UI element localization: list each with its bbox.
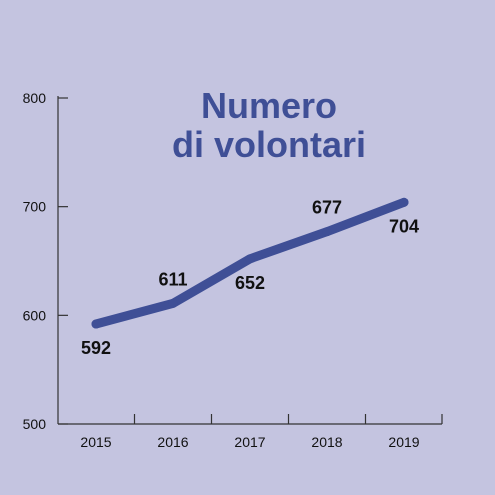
chart-title-line-1: Numero bbox=[201, 85, 337, 126]
data-label-2018: 677 bbox=[312, 198, 342, 218]
chart-title-line-2: di volontari bbox=[172, 124, 366, 165]
data-label-2016: 611 bbox=[158, 269, 187, 289]
data-label-2015: 592 bbox=[81, 338, 111, 358]
y-tick-label-700: 700 bbox=[23, 199, 47, 215]
x-tick-label-2015: 2015 bbox=[80, 434, 111, 450]
data-point-2015 bbox=[91, 319, 101, 329]
data-point-2018 bbox=[322, 227, 332, 237]
y-tick-label-500: 500 bbox=[23, 416, 47, 432]
data-label-2017: 652 bbox=[235, 273, 265, 293]
x-tick-label-2016: 2016 bbox=[157, 434, 188, 450]
data-point-2019 bbox=[399, 197, 409, 207]
y-tick-label-800: 800 bbox=[23, 90, 47, 106]
x-tick-label-2019: 2019 bbox=[388, 434, 419, 450]
x-tick-label-2018: 2018 bbox=[311, 434, 342, 450]
data-label-2019: 704 bbox=[389, 216, 419, 236]
data-point-2016 bbox=[168, 298, 178, 308]
y-tick-label-600: 600 bbox=[23, 307, 47, 323]
data-point-2017 bbox=[245, 254, 255, 264]
x-tick-label-2017: 2017 bbox=[234, 434, 265, 450]
